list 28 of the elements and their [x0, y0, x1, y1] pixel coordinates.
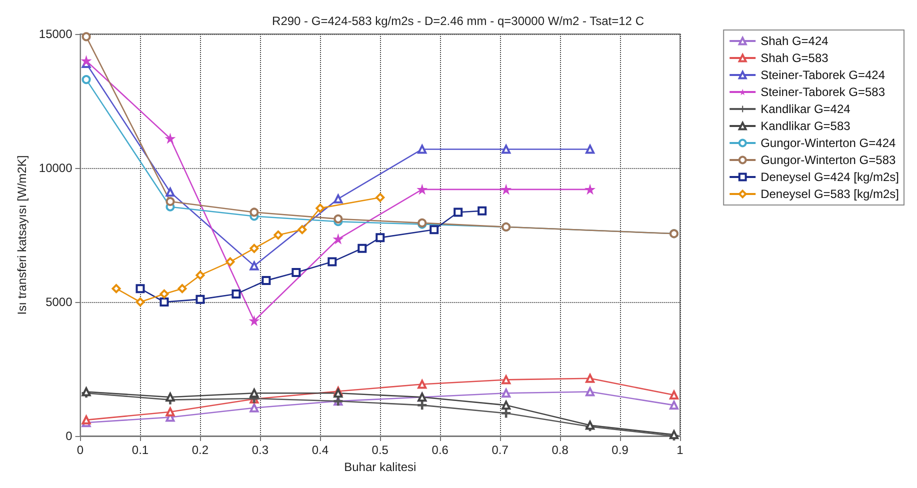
- y-tick-label: 10000: [38, 161, 73, 175]
- chart-title: R290 - G=424-583 kg/m2s - D=2.46 mm - q=30000 W/m2 - Tsat=12 C: [272, 14, 644, 28]
- legend-label: Gungor-Winterton G=583: [760, 153, 896, 167]
- y-tick-label: 5000: [46, 295, 73, 309]
- y-tick-label: 0: [66, 429, 73, 443]
- x-tick-label: 0.2: [192, 443, 209, 457]
- y-axis-title: Isı transferi katsayısı [W/m2K]: [15, 155, 29, 315]
- legend-label: Kandlikar G=424: [760, 102, 851, 116]
- legend-label: Steiner-Taborek G=583: [760, 85, 886, 99]
- x-tick-label: 0.9: [612, 443, 629, 457]
- x-tick-label: 0.6: [432, 443, 449, 457]
- x-tick-label: 0.3: [252, 443, 269, 457]
- legend-label: Gungor-Winterton G=424: [760, 136, 896, 150]
- x-tick-label: 0.5: [372, 443, 389, 457]
- legend-label: Steiner-Taborek G=424: [760, 68, 886, 82]
- legend-label: Kandlikar G=583: [760, 119, 851, 133]
- x-tick-label: 1: [676, 443, 684, 457]
- legend-label: Deneysel G=583 [kg/m2s]: [760, 187, 899, 201]
- x-tick-label: 0.7: [492, 443, 509, 457]
- y-tick-label: 15000: [38, 27, 73, 41]
- x-tick-label: 0.1: [132, 443, 149, 457]
- legend-label: Shah G=424: [760, 34, 829, 48]
- x-tick-label: 0.8: [552, 443, 569, 457]
- legend-label: Shah G=583: [760, 51, 829, 65]
- x-tick-label: 0: [76, 443, 84, 457]
- legend-label: Deneysel G=424 [kg/m2s]: [760, 170, 899, 184]
- x-axis-title: Buhar kalitesi: [344, 460, 416, 474]
- x-tick-label: 0.4: [312, 443, 329, 457]
